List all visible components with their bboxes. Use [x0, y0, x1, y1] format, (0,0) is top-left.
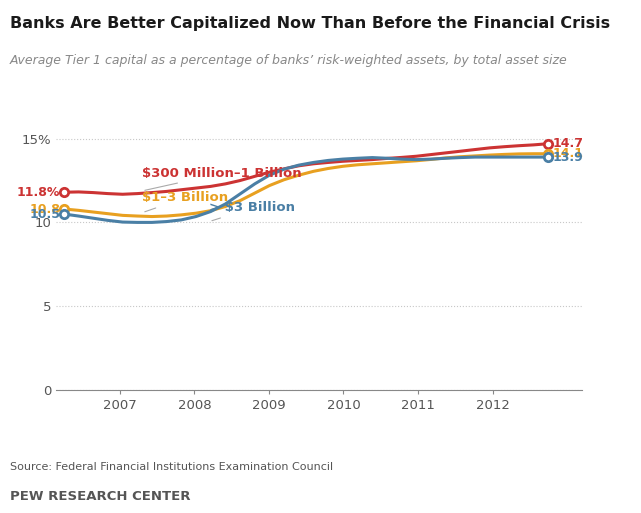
- Text: $300 Million–1 Billion: $300 Million–1 Billion: [142, 167, 302, 190]
- Text: 13.9: 13.9: [553, 151, 584, 164]
- Text: Source: Federal Financial Institutions Examination Council: Source: Federal Financial Institutions E…: [10, 462, 333, 471]
- Text: 14.7: 14.7: [553, 137, 584, 150]
- Text: 10.8: 10.8: [29, 203, 60, 215]
- Text: PEW RESEARCH CENTER: PEW RESEARCH CENTER: [10, 490, 190, 503]
- Text: 11.8%: 11.8%: [17, 186, 60, 199]
- Text: 10.5: 10.5: [29, 208, 60, 221]
- Text: > $3 Billion: > $3 Billion: [209, 202, 296, 221]
- Text: Average Tier 1 capital as a percentage of banks’ risk-weighted assets, by total : Average Tier 1 capital as a percentage o…: [10, 54, 567, 67]
- Text: Banks Are Better Capitalized Now Than Before the Financial Crisis: Banks Are Better Capitalized Now Than Be…: [10, 16, 610, 31]
- Text: $1–3 Billion: $1–3 Billion: [142, 191, 228, 212]
- Text: 14.1: 14.1: [553, 147, 584, 160]
